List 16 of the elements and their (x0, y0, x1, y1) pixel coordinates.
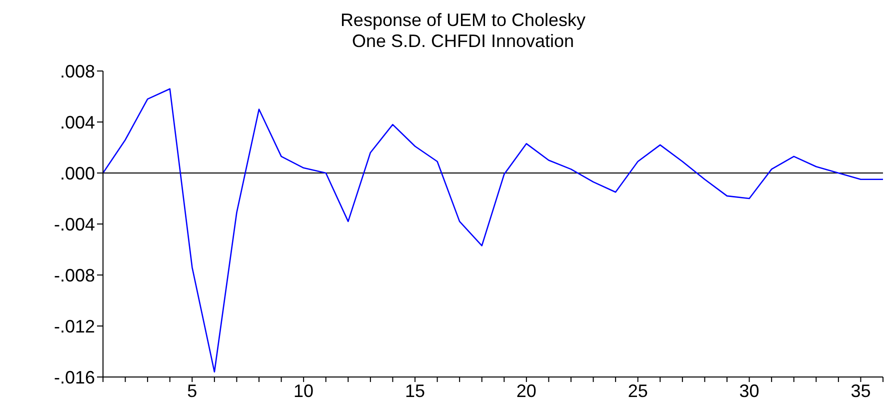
x-tick-label: 10 (294, 380, 314, 401)
y-tick-label: -.012 (54, 316, 95, 336)
y-tick-label: -.016 (54, 367, 95, 388)
y-tick-label: .004 (60, 112, 95, 132)
y-tick-label: -.004 (54, 214, 95, 234)
y-tick-label: .008 (60, 61, 95, 82)
x-tick-label: 30 (739, 380, 760, 401)
y-tick-label: -.008 (54, 265, 95, 286)
y-tick-label: .000 (60, 163, 95, 184)
chart-title: Response of UEM to Cholesky (339, 10, 587, 31)
x-tick-label: 5 (187, 380, 198, 401)
x-tick-label: 25 (628, 380, 648, 401)
x-tick-label: 20 (516, 380, 536, 401)
chart-subtitle: One S.D. CHFDI Innovation (350, 31, 576, 52)
x-tick-label: 35 (850, 380, 871, 401)
x-tick-label: 15 (404, 380, 426, 401)
